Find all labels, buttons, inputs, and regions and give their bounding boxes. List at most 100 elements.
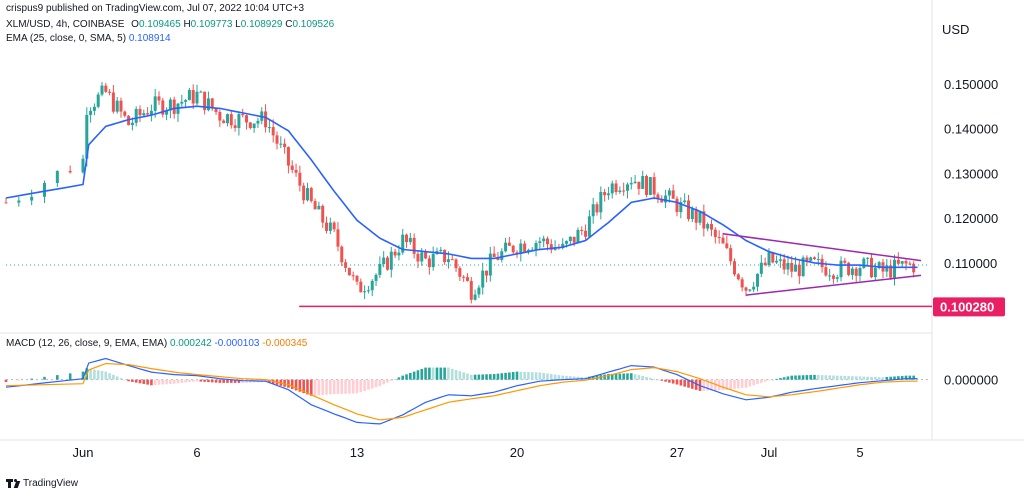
time-tick-label: 5 — [856, 445, 863, 460]
candle-body — [256, 120, 260, 124]
candle-body — [477, 287, 481, 295]
candle-body — [534, 242, 538, 250]
candle-body — [656, 194, 660, 200]
macd-histogram-bar — [519, 371, 523, 380]
candle-body — [43, 182, 46, 197]
macd-histogram-bar — [801, 375, 805, 380]
candle-body — [279, 143, 283, 145]
candle-body — [900, 261, 904, 264]
macd-histogram-bar — [835, 375, 839, 380]
symbol-legend[interactable]: XLM/USD, 4h, COINBASE O0.109465 H0.10977… — [6, 19, 334, 30]
candle-body — [385, 257, 389, 270]
macd-histogram-bar — [576, 376, 580, 380]
candle-body — [328, 222, 332, 231]
macd-histogram-bar — [309, 379, 313, 396]
candle-body — [389, 251, 393, 270]
candle-body — [893, 259, 896, 278]
macd-legend[interactable]: MACD (12, 26, close, 9, EMA, EMA) 0.0002… — [6, 338, 307, 349]
macd-histogram-bar — [820, 375, 824, 380]
candle-body — [233, 125, 237, 129]
price-tick-label: 0.110000 — [944, 256, 997, 271]
macd-histogram-bar — [779, 378, 782, 380]
macd-histogram-bar — [889, 376, 892, 380]
macd-histogram-bar — [832, 375, 835, 380]
tradingview-logo-icon — [6, 479, 21, 488]
macd-histogram-bar — [805, 375, 809, 380]
macd-histogram-bar — [858, 376, 862, 380]
candle-body — [801, 257, 805, 277]
macd-histogram-bar — [370, 379, 374, 389]
candle-body — [733, 261, 736, 275]
macd-histogram-bar — [828, 375, 831, 380]
macd-histogram-bar — [172, 379, 176, 384]
macd-histogram-bar — [553, 374, 557, 380]
macd-histogram-bar — [538, 372, 542, 380]
macd-histogram-bar — [633, 374, 637, 380]
candle-body — [706, 224, 710, 229]
macd-histogram-bar — [652, 378, 656, 380]
candle-body — [748, 289, 752, 291]
candle-body — [275, 135, 279, 144]
candle-body — [752, 286, 756, 290]
candle-body — [245, 115, 249, 123]
ohlc-open: 0.109465 — [138, 19, 181, 30]
candle-body — [309, 188, 313, 202]
candle-body — [446, 259, 450, 263]
macd-histogram-bar — [591, 376, 595, 380]
macd-histogram-bar — [760, 379, 763, 383]
macd-histogram-bar — [336, 379, 340, 395]
candle-body — [866, 257, 870, 259]
macd-histogram-bar — [549, 374, 553, 380]
macd-histogram-bar — [153, 379, 157, 386]
macd-histogram-bar — [131, 379, 134, 382]
candle-body — [889, 265, 893, 278]
macd-histogram-bar — [325, 379, 328, 395]
candle-body — [325, 222, 329, 231]
candle-body — [523, 243, 527, 252]
candle-body — [241, 114, 245, 116]
macd-histogram-bar — [469, 374, 473, 380]
candle-body — [408, 237, 412, 243]
candle-body — [366, 290, 370, 292]
macd-histogram-bar — [508, 372, 511, 380]
candle-body — [904, 261, 908, 264]
macd-histogram-bar — [435, 367, 439, 380]
macd-histogram-bar — [629, 373, 633, 380]
macd-histogram-bar — [43, 376, 46, 380]
candle-body — [146, 113, 150, 115]
candle-body — [603, 192, 607, 196]
macd-histogram-bar — [428, 367, 431, 380]
candle-body — [378, 264, 382, 275]
macd-histogram-bar — [561, 375, 565, 380]
candle-body — [610, 183, 614, 194]
candle-body — [645, 175, 649, 195]
candle-body — [104, 85, 108, 92]
macd-histogram-bar — [112, 374, 115, 380]
macd-histogram-bar — [908, 375, 912, 380]
macd-histogram-bar — [900, 375, 904, 380]
candle-body — [775, 260, 779, 263]
ema-line — [5, 105, 918, 269]
macd-histogram-bar — [733, 379, 736, 389]
macd-histogram-bar — [618, 373, 622, 380]
macd-histogram-bar — [466, 373, 469, 380]
candle-body — [641, 175, 645, 189]
macd-histogram-bar — [668, 379, 671, 383]
macd-histogram-bar — [691, 379, 694, 389]
ema-legend[interactable]: EMA (25, close, 0, SMA, 5) 0.108914 — [6, 33, 171, 44]
macd-histogram-bar — [492, 374, 496, 380]
tradingview-footer[interactable]: TradingView — [6, 478, 78, 489]
macd-histogram-bar — [767, 379, 771, 381]
candle-body — [138, 108, 142, 116]
macd-histogram-bar — [607, 374, 610, 380]
candle-body — [664, 195, 668, 203]
macd-histogram-bar — [290, 379, 294, 390]
macd-value-macd: -0.000103 — [214, 338, 260, 349]
macd-histogram-bar — [138, 379, 142, 384]
candle-body — [687, 200, 690, 220]
macd-histogram-bar — [424, 367, 427, 380]
macd-histogram-bar — [683, 379, 686, 387]
candle-body — [794, 264, 798, 272]
candle-body — [55, 170, 59, 183]
